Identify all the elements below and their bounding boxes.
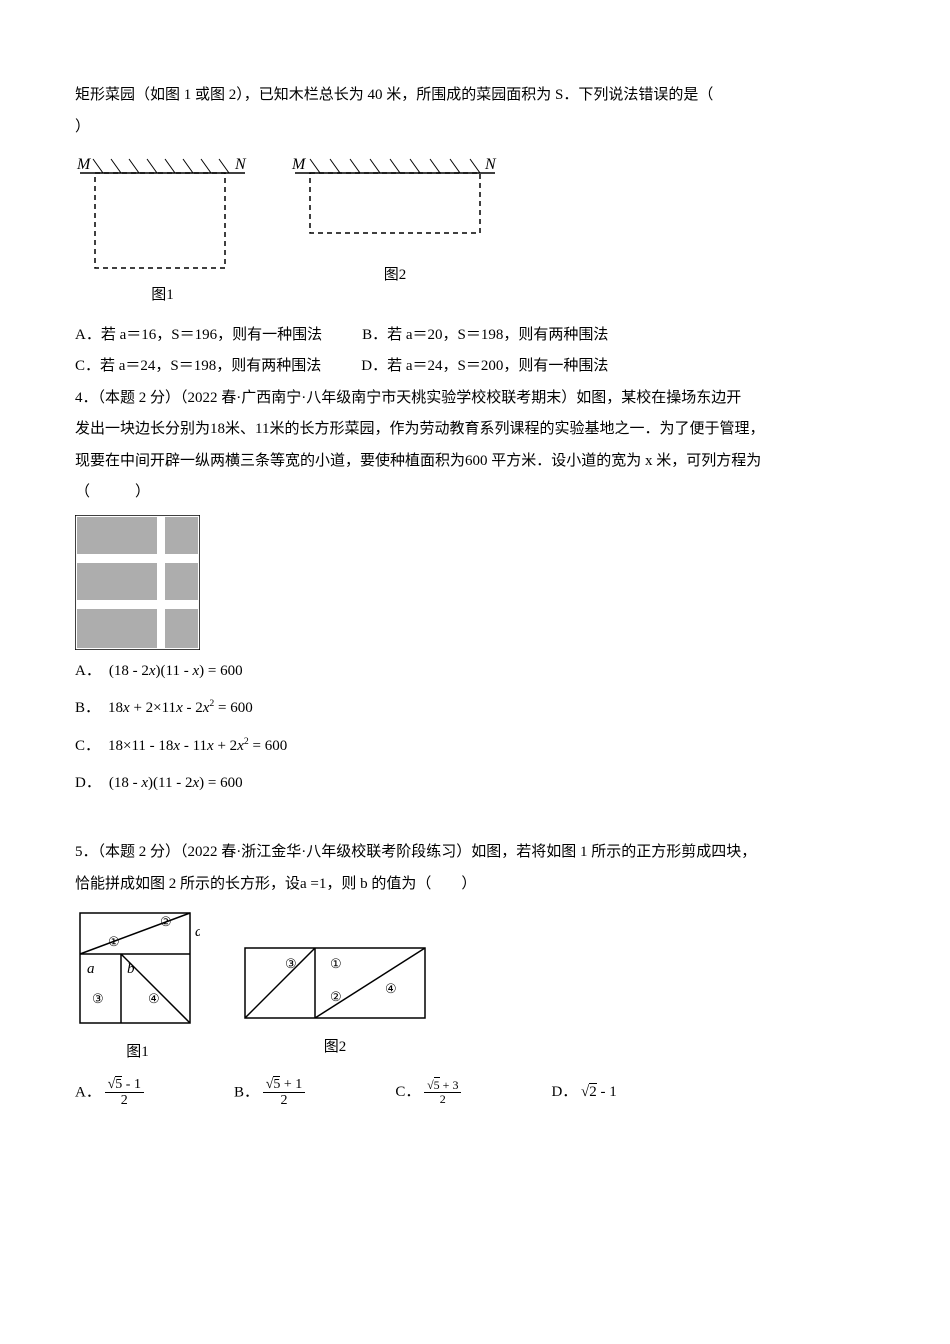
q3-fig2-N: N xyxy=(484,156,497,173)
q5-fig2-block: ③ ① ② ④ 图2 xyxy=(240,908,430,1064)
q4-optB-label: B． xyxy=(75,693,100,725)
svg-text:a: a xyxy=(195,924,200,940)
q4-optC: C． 18×11 - 18x - 11x + 2x2 = 600 xyxy=(75,731,875,763)
q3-optC: C．若 a＝24，S＝198，则有两种围法 xyxy=(75,351,321,383)
q5-optA-label: A． xyxy=(75,1084,101,1100)
q5-optD: D． √2 - 1 xyxy=(551,1077,616,1109)
q5-figures: ① ② ③ ④ a b a 图1 ③ ① ② ④ 图2 xyxy=(75,908,875,1069)
q3-fig2-svg: M N xyxy=(290,151,500,256)
q5-optB-frac: √5 + 1 2 xyxy=(263,1077,306,1109)
q5-fig1-svg: ① ② ③ ④ a b a xyxy=(75,908,200,1033)
q3-options-2: C．若 a＝24，S＝198，则有两种围法 D．若 a＝24，S＝200，则有一… xyxy=(75,351,875,383)
q5-line2: 恰能拼成如图 2 所示的长方形，设a =1，则 b 的值为（ ） xyxy=(75,869,875,901)
q3-intro: 矩形菜园（如图 1 或图 2），已知木栏总长为 40 米，所围成的菜园面积为 S… xyxy=(75,80,875,112)
svg-text:①: ① xyxy=(108,934,120,949)
svg-text:③: ③ xyxy=(92,991,104,1006)
q5-optA-frac: √5 - 1 2 xyxy=(105,1077,144,1109)
q5-fig1-label: 图1 xyxy=(75,1037,200,1069)
q5-optC-label: C． xyxy=(395,1084,420,1100)
q4-optD: D． (18 - x)(11 - 2x) = 600 xyxy=(75,768,875,800)
svg-text:③: ③ xyxy=(285,956,297,971)
q4-optB: B． 18x + 2×11x - 2x2 = 600 xyxy=(75,693,875,725)
q3-fig1-M: M xyxy=(76,156,92,173)
q3-optB: B．若 a＝20，S＝198，则有两种围法 xyxy=(362,320,608,352)
svg-text:①: ① xyxy=(330,956,342,971)
q5-fig2-label: 图2 xyxy=(240,1032,430,1064)
q3-fig1-block: M N 图1 xyxy=(75,151,250,312)
q3-figures: M N 图1 M N xyxy=(75,151,875,312)
q4-optA-math: (18 - 2x)(11 - x) = 600 xyxy=(109,656,243,688)
q3-optD: D．若 a＝24，S＝200，则有一种围法 xyxy=(361,351,608,383)
q5-optD-math: √2 - 1 xyxy=(581,1083,617,1100)
q3-fig2-block: M N 图2 xyxy=(290,151,500,292)
q4-line1: 4．（本题 2 分）（2022 春·广西南宁·八年级南宁市天桃实验学校校联考期末… xyxy=(75,383,875,415)
q3-intro-end: ） xyxy=(75,112,875,144)
svg-text:b: b xyxy=(127,961,135,977)
q5-optC: C． √5 + 3 2 xyxy=(395,1077,461,1109)
svg-text:④: ④ xyxy=(385,981,397,996)
q5-fig2-svg: ③ ① ② ④ xyxy=(240,943,430,1028)
q3-intro-text: 矩形菜园（如图 1 或图 2），已知木栏总长为 40 米，所围成的菜园面积为 S… xyxy=(75,87,713,103)
svg-text:②: ② xyxy=(330,989,342,1004)
svg-text:②: ② xyxy=(160,914,172,929)
svg-text:④: ④ xyxy=(148,991,160,1006)
q4-line2: 发出一块边长分别为18米、11米的长方形菜园，作为劳动教育系列课程的实验基地之一… xyxy=(75,414,875,446)
q3-fig2-label: 图2 xyxy=(290,260,500,292)
q3-fig1-svg: M N xyxy=(75,151,250,276)
q5-optA: A． √5 - 1 2 xyxy=(75,1077,144,1109)
q5-optC-frac: √5 + 3 2 xyxy=(424,1079,461,1106)
q5-line1: 5．（本题 2 分）（2022 春·浙江金华·八年级校联考阶段练习）如图，若将如… xyxy=(75,837,875,869)
q5-optB-label: B． xyxy=(234,1084,259,1100)
q4-optC-label: C． xyxy=(75,731,100,763)
q3-options-1: A．若 a＝16，S＝196，则有一种围法 B．若 a＝20，S＝198，则有两… xyxy=(75,320,875,352)
q4-optA-label: A． xyxy=(75,656,101,688)
q4-optB-math: 18x + 2×11x - 2x2 = 600 xyxy=(108,693,253,725)
q3-fig1-N: N xyxy=(234,156,247,173)
q4-optD-label: D． xyxy=(75,768,101,800)
q5-options: A． √5 - 1 2 B． √5 + 1 2 C． √5 + 3 2 D． √… xyxy=(75,1077,875,1109)
q3-fig2-M: M xyxy=(291,156,307,173)
q5-optB: B． √5 + 1 2 xyxy=(234,1077,305,1109)
svg-text:a: a xyxy=(87,961,95,977)
q3-optA: A．若 a＝16，S＝196，则有一种围法 xyxy=(75,320,322,352)
q4-line3: 现要在中间开辟一纵两横三条等宽的小道，要使种植面积为600 平方米．设小道的宽为… xyxy=(75,446,875,478)
q4-grid xyxy=(75,515,200,650)
q4-optD-math: (18 - x)(11 - 2x) = 600 xyxy=(109,768,243,800)
q5-fig1-block: ① ② ③ ④ a b a 图1 xyxy=(75,908,200,1069)
q4-optC-math: 18×11 - 18x - 11x + 2x2 = 600 xyxy=(108,731,287,763)
q5-optD-label: D． xyxy=(551,1084,577,1100)
q3-fig1-label: 图1 xyxy=(75,280,250,312)
q4-optA: A． (18 - 2x)(11 - x) = 600 xyxy=(75,656,875,688)
q4-line4: （ ） xyxy=(75,477,875,509)
